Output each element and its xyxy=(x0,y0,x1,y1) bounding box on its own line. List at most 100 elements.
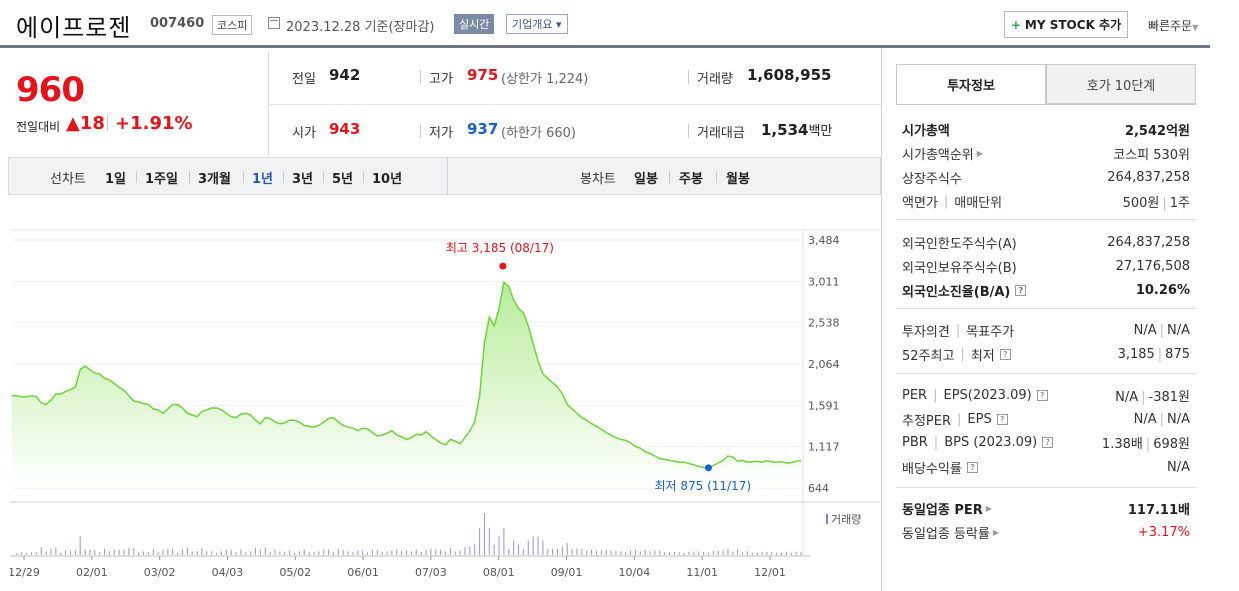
trade-amount-value: 1,534백만 xyxy=(761,120,832,139)
target-value: N/A xyxy=(1167,322,1190,338)
help-icon[interactable]: ? xyxy=(1015,284,1027,296)
volume-legend-swatch xyxy=(826,514,828,524)
wk52-low-label: 최저 xyxy=(970,348,995,364)
open-value: 943 xyxy=(329,120,361,138)
sector-per-label: 동일업종 PER xyxy=(902,502,983,518)
price-chart-svg: 3,484 3,011 2,538 2,064 1,591 1,117 644 최고 3,18… xyxy=(10,229,880,579)
company-overview-dropdown[interactable]: 기업개요 ▾ xyxy=(506,14,568,34)
help-icon[interactable]: ? xyxy=(999,348,1011,360)
sector-per-row[interactable]: 동일업종 PER ▶ 117.11배 xyxy=(902,498,1190,518)
unit-value: 1주 xyxy=(1169,195,1190,211)
chevron-right-icon: ▶ xyxy=(992,527,1000,537)
quick-order-menu[interactable]: 빠른주문▼ xyxy=(1148,17,1198,34)
divider xyxy=(136,171,137,183)
opinion-row: 투자의견 | 목표주가 N/A | N/A xyxy=(902,322,1190,340)
help-icon[interactable]: ? xyxy=(966,461,978,473)
up-triangle-icon: ▲ xyxy=(66,113,80,134)
sector-rate-row[interactable]: 동일업종 등락률 ▶ +3.17% xyxy=(902,522,1190,542)
tab-10year[interactable]: 10년 xyxy=(372,172,403,187)
plus-icon: + xyxy=(1010,17,1021,32)
tab-order-book[interactable]: 호가 10단계 xyxy=(1046,64,1196,104)
change-percent: +1.91% xyxy=(115,113,193,134)
foreign-ratio-label: 외국인소진율(B/A) xyxy=(902,284,1011,300)
bps-label: BPS (2023.09) xyxy=(944,434,1038,450)
cap-rank-row[interactable]: 시가총액순위 ▶ 코스피 530위 xyxy=(902,143,1190,163)
divider xyxy=(716,171,717,183)
market-cap-label: 시가총액 xyxy=(902,123,950,139)
company-name[interactable]: 에이프로젠 xyxy=(16,14,132,42)
x-tick-label: 11/01 xyxy=(686,566,718,579)
prev-close-label: 전일 xyxy=(292,72,316,87)
per-label: PER xyxy=(902,387,928,403)
price-chart[interactable]: 3,484 3,011 2,538 2,064 1,591 1,117 644 최고 3,18… xyxy=(10,210,880,591)
low-marker xyxy=(704,464,712,472)
wk52-high-value: 3,185 xyxy=(1117,346,1155,362)
sector-per-value: 117.11배 xyxy=(1127,502,1190,518)
wk52-row: 52주최고 | 최저? 3,185 | 875 xyxy=(902,346,1190,364)
stock-header xyxy=(0,0,1210,48)
help-icon[interactable]: ? xyxy=(996,413,1008,425)
tab-3month[interactable]: 3개월 xyxy=(198,172,231,187)
foreign-hold-label: 외국인보유주식수(B) xyxy=(902,260,1017,276)
per-value: N/A xyxy=(1115,389,1139,405)
pbr-label: PBR xyxy=(902,434,928,450)
divider xyxy=(243,171,244,183)
shares-label: 상장주식수 xyxy=(902,171,962,187)
trade-amount-number: 1,534 xyxy=(761,121,809,139)
y-tick-label: 3,484 xyxy=(808,234,840,247)
foreign-hold-row: 외국인보유주식수(B) 27,176,508 xyxy=(902,256,1190,276)
divider xyxy=(447,158,448,194)
open-label: 시가 xyxy=(292,126,316,141)
calendar-icon xyxy=(268,17,280,29)
wk52-low-value: 875 xyxy=(1165,346,1190,362)
bps-value: 698원 xyxy=(1153,436,1190,452)
pbr-bps-row: PBR | BPS (2023.09)? 1.38배 | 698원 xyxy=(902,434,1190,452)
upper-limit: (상한가 1,224) xyxy=(501,72,589,87)
add-mystock-button[interactable]: + MY STOCK 추가 xyxy=(1004,11,1128,38)
tab-1week[interactable]: 1주일 xyxy=(145,172,178,187)
divider xyxy=(896,487,1196,488)
y-tick-label: 1,117 xyxy=(808,441,840,454)
tab-3year[interactable]: 3년 xyxy=(292,172,314,187)
help-icon[interactable]: ? xyxy=(1042,436,1054,448)
trade-amount-unit: 백만 xyxy=(808,124,833,139)
market-badge: 코스피 xyxy=(212,15,253,35)
est-eps-value: N/A xyxy=(1167,411,1190,427)
tab-investment-info[interactable]: 투자정보 xyxy=(896,64,1046,104)
target-label: 목표주가 xyxy=(966,324,1015,340)
tab-daily-candle[interactable]: 일봉 xyxy=(634,172,658,187)
divider xyxy=(896,219,1196,220)
high-label: 고가 xyxy=(429,72,453,87)
par-unit-row: 액면가 | 매매단위 500원 | 1주 xyxy=(902,193,1190,211)
tab-1year[interactable]: 1년 xyxy=(252,172,274,187)
x-tick-label: 07/03 xyxy=(415,566,447,579)
help-icon[interactable]: ? xyxy=(1036,389,1048,401)
foreign-ratio-value: 10.26% xyxy=(1135,282,1190,298)
chevron-down-icon: ▾ xyxy=(555,18,562,31)
price-line xyxy=(12,280,802,469)
stock-code: 007460 xyxy=(150,16,205,31)
x-tick-label: 10/04 xyxy=(619,566,651,579)
y-tick-label: 1,591 xyxy=(808,399,840,412)
divider xyxy=(881,48,882,591)
high-value: 975 xyxy=(467,66,499,84)
tab-1day[interactable]: 1일 xyxy=(105,172,127,187)
foreign-limit-row: 외국인한도주식수(A) 264,837,258 xyxy=(902,232,1190,252)
sector-rate-label: 동일업종 등락률 xyxy=(902,526,990,542)
x-tick-label: 04/03 xyxy=(212,566,244,579)
current-price: 960 xyxy=(16,70,85,110)
eps-label: EPS(2023.09) xyxy=(943,387,1032,403)
tab-weekly-candle[interactable]: 주봉 xyxy=(679,172,703,187)
realtime-button[interactable]: 실시간 xyxy=(454,14,495,34)
market-cap-row: 시가총액 2,542억원 xyxy=(902,119,1190,139)
tab-monthly-candle[interactable]: 월봉 xyxy=(726,172,750,187)
divider xyxy=(268,104,881,105)
tab-5year[interactable]: 5년 xyxy=(332,172,354,187)
foreign-ratio-row: 외국인소진율(B/A)? 10.26% xyxy=(902,280,1190,300)
chevron-right-icon: ▶ xyxy=(976,148,983,158)
divider xyxy=(420,124,421,138)
divider xyxy=(363,171,364,183)
low-annotation: 최저 875 (11/17) xyxy=(654,479,751,493)
wk52-high-label: 52주최고 xyxy=(902,348,955,364)
x-tick-label: 06/01 xyxy=(347,566,379,579)
